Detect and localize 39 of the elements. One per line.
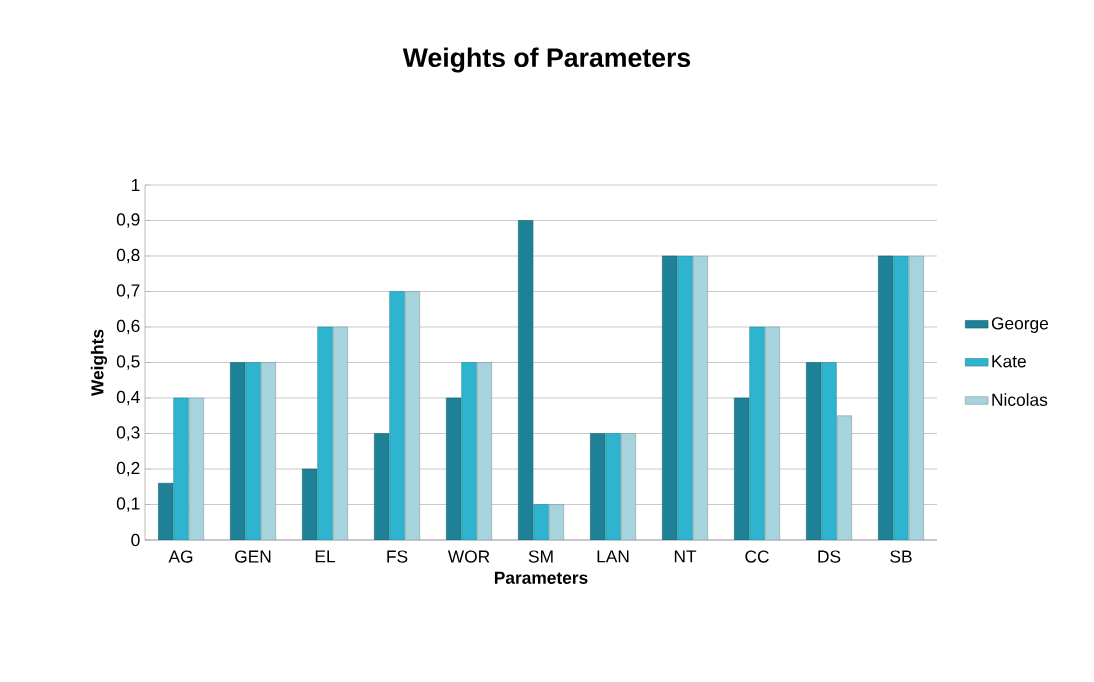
bar (404, 291, 420, 540)
y-tick-label: 0,9 (116, 213, 140, 228)
x-tick-label: DS (818, 550, 841, 563)
chart-title: Weights of Parameters (402, 47, 691, 73)
bar (908, 255, 924, 540)
y-tick-label: 1 (131, 179, 140, 191)
x-tick-label: SM (528, 550, 553, 563)
legend-label: George (991, 317, 1049, 333)
bar (620, 433, 636, 540)
legend-label: Nicolas (992, 393, 1048, 406)
x-tick-label: WOR (447, 550, 490, 563)
y-tick-label: 0,7 (116, 284, 140, 299)
y-tick-label: 0 (131, 533, 140, 547)
y-tick-label: 0,3 (116, 426, 140, 441)
bar (692, 255, 708, 540)
x-tick-label: CC (745, 550, 769, 563)
bar (548, 504, 564, 540)
bar (188, 397, 204, 540)
y-tick-label: 0,2 (116, 461, 140, 477)
y-tick-label: 0,6 (116, 319, 140, 335)
y-axis-title: Weights (90, 329, 108, 397)
y-tick-label: 0,1 (116, 497, 140, 512)
y-tick-label: 0,4 (116, 390, 140, 406)
x-tick-label: FS (387, 550, 408, 563)
x-tick-label: LAN (597, 550, 629, 563)
x-tick-label: SB (890, 550, 912, 563)
bar (764, 326, 780, 540)
x-tick-label: GEN (235, 550, 271, 563)
y-tick-label: 0,8 (116, 248, 140, 264)
bar (836, 415, 852, 540)
bar (332, 326, 348, 540)
bar (476, 362, 492, 540)
legend-label: Kate (992, 355, 1026, 368)
y-tick-label: 0,5 (116, 355, 140, 370)
x-tick-label: NT (674, 550, 697, 563)
bar (260, 362, 276, 540)
x-tick-label: AG (168, 550, 193, 563)
x-axis-title: Parameters (494, 571, 588, 584)
x-tick-label: EL (315, 550, 336, 563)
